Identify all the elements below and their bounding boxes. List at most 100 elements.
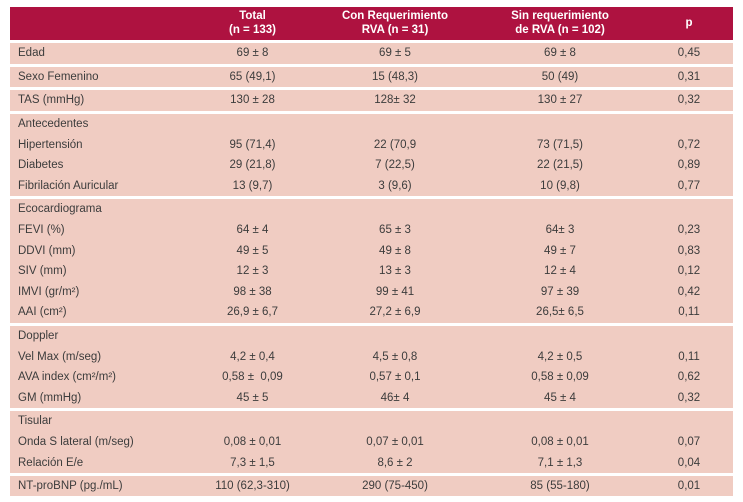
row-label: SIV (mm): [18, 265, 67, 278]
cell-total: 110 (62,3-310): [215, 480, 290, 493]
cell-con-rva: 4,5 ± 0,8: [372, 350, 418, 363]
cell-sin-rva: [475, 114, 645, 135]
cell-con-rva: 99 ± 41: [375, 285, 415, 298]
cell-con-rva: 46± 4: [380, 391, 410, 404]
cell-sin-rva: 85 (55-180): [530, 480, 590, 493]
header-col-con-rva-line1: Con Requerimiento: [341, 10, 449, 22]
cell-sin-rva: 49 ± 7: [544, 244, 576, 257]
cell-p: 0,72: [677, 138, 701, 151]
cell-con-rva: 15 (48,3): [371, 70, 419, 83]
cell-p: [645, 114, 733, 135]
cell-p: 0,89: [677, 159, 701, 172]
cell-con-rva: 65 ± 3: [379, 224, 411, 237]
cell-total: 13 (9,7): [232, 179, 273, 192]
cell-total: 95 (71,4): [229, 138, 276, 151]
header-col-p-line1: p: [685, 16, 693, 29]
row-group: Tisular Onda S lateral (m/seg) 0,08 ± 0,01…: [10, 411, 733, 473]
cell-total: 26,9 ± 6,7: [226, 306, 279, 319]
cell-sin-rva: 22 (21,5): [536, 159, 584, 172]
cell-sin-rva: 45 ± 4: [544, 391, 576, 404]
section-label: Tisular: [18, 415, 53, 428]
cell-total: 64 ± 4: [236, 224, 269, 237]
cell-con-rva: [315, 199, 475, 220]
header-empty-cell: [10, 7, 190, 40]
cell-p: 0,42: [677, 285, 701, 298]
cell-p: 0,12: [677, 265, 701, 278]
row-group: Doppler Vel Max (m/seg) 4,2 ± 0,4 4,5 ± 0,8…: [10, 325, 733, 409]
row-label: AVA index (cm²/m²): [18, 371, 116, 384]
cell-sin-rva: 26,5± 6,5: [536, 306, 584, 319]
row-group: NT-proBNP (pg./mL) 110 (62,3-310) 290 (75-…: [10, 475, 733, 497]
header-col-p: p: [645, 7, 733, 40]
row-label: TAS (mmHg): [18, 94, 85, 107]
cell-sin-rva: 7,1 ± 1,3: [537, 456, 583, 469]
cell-con-rva: 49 ± 8: [379, 244, 411, 257]
header-col-sin-rva: Sin requerimiento de RVA (n = 102): [475, 7, 645, 40]
header-col-total-line2: (n = 133): [229, 23, 276, 36]
section-label: Doppler: [18, 330, 59, 343]
cell-p: 0,31: [677, 70, 701, 83]
cell-sin-rva: 10 (9,8): [540, 179, 580, 192]
row-label: DDVI (mm): [18, 244, 76, 257]
cell-con-rva: 0,07 ± 0,01: [366, 435, 424, 448]
row-label: Sexo Femenino: [18, 70, 99, 83]
cell-p: 0,62: [677, 371, 701, 384]
row-group: TAS (mmHg) 130 ± 28 128± 32 130 ± 27 0,32: [10, 90, 733, 111]
cell-total: 0,58 ± 0,09: [222, 371, 283, 384]
cell-total: 49 ± 5: [236, 244, 269, 257]
cell-p: [645, 326, 733, 347]
header-col-sin-rva-line2: de RVA (n = 102): [515, 23, 605, 36]
header-col-sin-rva-line1: Sin requerimiento: [511, 10, 609, 22]
row-label: Fibrilación Auricular: [18, 179, 119, 192]
row-label: Relación E/e: [18, 456, 84, 469]
cell-total: [190, 411, 315, 432]
cell-p: 0,83: [677, 244, 701, 257]
header-col-total: Total (n = 133): [190, 7, 315, 40]
cell-con-rva: 22 (70,9: [373, 138, 417, 151]
cell-con-rva: [315, 411, 475, 432]
cell-p: 0,77: [677, 179, 701, 192]
clinical-data-table: Total (n = 133) Con Requerimiento RVA (n…: [10, 7, 733, 497]
cell-sin-rva: [475, 326, 645, 347]
row-label: Edad: [18, 47, 45, 60]
header-col-con-rva-line2: RVA (n = 31): [361, 23, 429, 36]
cell-sin-rva: 64± 3: [545, 224, 575, 237]
cell-sin-rva: [475, 411, 645, 432]
cell-con-rva: [315, 326, 475, 347]
cell-p: 0,04: [677, 456, 701, 469]
cell-total: 7,3 ± 1,5: [230, 456, 275, 469]
cell-con-rva: 27,2 ± 6,9: [369, 306, 421, 319]
cell-total: 69 ± 8: [236, 47, 269, 60]
row-label: Onda S lateral (m/seg): [18, 435, 134, 448]
cell-con-rva: 3 (9,6): [378, 179, 412, 192]
row-label: FEVI (%): [18, 224, 65, 237]
row-label: Diabetes: [18, 159, 64, 172]
cell-p: 0,32: [677, 94, 701, 107]
cell-sin-rva: 69 ± 8: [544, 47, 576, 60]
cell-p: [645, 411, 733, 432]
cell-total: 0,08 ± 0,01: [223, 435, 282, 448]
cell-con-rva: 69 ± 5: [379, 47, 411, 60]
cell-total: 4,2 ± 0,4: [230, 350, 275, 363]
table-header-row: Total (n = 133) Con Requerimiento RVA (n…: [10, 7, 733, 40]
cell-p: 0,23: [677, 224, 701, 237]
cell-total: 29 (21,8): [229, 159, 276, 172]
cell-con-rva: 128± 32: [374, 94, 416, 107]
cell-sin-rva: 73 (71,5): [536, 138, 584, 151]
cell-total: [190, 114, 315, 135]
cell-total: [190, 326, 315, 347]
cell-total: 65 (49,1): [229, 70, 276, 83]
cell-total: 12 ± 3: [236, 265, 269, 278]
cell-con-rva: 7 (22,5): [375, 159, 415, 172]
cell-sin-rva: 0,58 ± 0,09: [531, 371, 589, 384]
row-label: NT-proBNP (pg./mL): [18, 480, 123, 493]
cell-sin-rva: 12 ± 4: [544, 265, 576, 278]
cell-con-rva: 8,6 ± 2: [377, 456, 413, 469]
cell-con-rva: [315, 114, 475, 135]
cell-sin-rva: 97 ± 39: [540, 285, 580, 298]
row-group: Edad 69 ± 8 69 ± 5 69 ± 8 0,45: [10, 43, 733, 64]
cell-sin-rva: 50 (49): [541, 70, 579, 83]
section-label: Antecedentes: [18, 118, 89, 131]
cell-sin-rva: 0,08 ± 0,01: [531, 435, 589, 448]
cell-total: [190, 199, 315, 220]
